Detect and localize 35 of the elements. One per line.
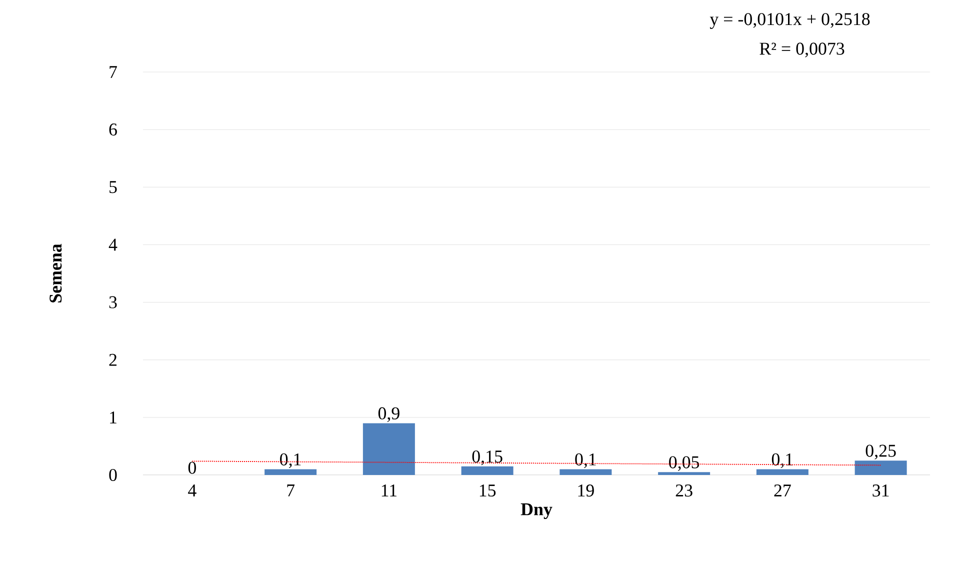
- data-label: 0,25: [866, 444, 896, 460]
- x-tick-label: 7: [287, 484, 295, 496]
- y-tick-label: 1: [110, 412, 116, 424]
- x-tick-label: 15: [480, 484, 496, 497]
- text: R² = 0,0073: [760, 42, 844, 58]
- x-axis-title: Dny: [520, 503, 552, 520]
- data-label: 0,1: [575, 453, 596, 468]
- x-tick-label: 31: [872, 484, 889, 497]
- y-tick-label: 4: [108, 238, 118, 251]
- x-tick-label: 19: [578, 484, 594, 497]
- y-axis-title: Semena: [50, 244, 62, 302]
- data-label: 0,15: [472, 450, 502, 466]
- y-tick-label: 5: [110, 181, 117, 194]
- bar: [756, 469, 808, 475]
- y-tick-label: 0: [109, 468, 117, 482]
- x-tick-label: 11: [382, 484, 396, 496]
- text: y = -0,0101x + 0,2518: [710, 13, 870, 29]
- bar: [362, 423, 415, 475]
- x-tick-label: 23: [676, 484, 692, 497]
- x-tick-label: 4: [188, 484, 196, 496]
- data-label: 0,1: [772, 453, 793, 468]
- y-tick-label: 6: [109, 124, 117, 136]
- bar: [854, 460, 907, 475]
- y-tick-label: 3: [109, 296, 117, 308]
- data-label: 0: [188, 462, 196, 474]
- data-label: 0,1: [280, 453, 301, 468]
- bar: [560, 469, 612, 475]
- y-tick-label: 2: [109, 354, 116, 366]
- data-label: 0,9: [378, 407, 400, 422]
- y-tick-label: 7: [110, 66, 117, 78]
- bar: [461, 466, 514, 475]
- bar: [264, 469, 317, 475]
- data-label: 0,05: [669, 456, 700, 471]
- bar: [658, 472, 710, 475]
- x-tick-label: 27: [774, 484, 791, 496]
